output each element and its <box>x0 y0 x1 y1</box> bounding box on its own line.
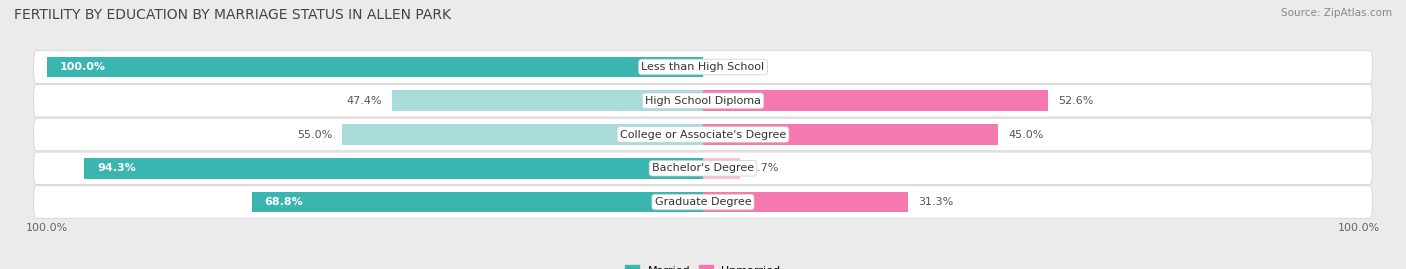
Bar <box>46 56 703 77</box>
FancyBboxPatch shape <box>34 51 1372 83</box>
FancyBboxPatch shape <box>34 84 1372 117</box>
Text: 52.6%: 52.6% <box>1057 96 1094 106</box>
Text: 55.0%: 55.0% <box>297 129 332 140</box>
Text: 68.8%: 68.8% <box>264 197 304 207</box>
Text: 100.0%: 100.0% <box>60 62 105 72</box>
Bar <box>392 90 703 111</box>
Bar <box>703 192 908 213</box>
Text: FERTILITY BY EDUCATION BY MARRIAGE STATUS IN ALLEN PARK: FERTILITY BY EDUCATION BY MARRIAGE STATU… <box>14 8 451 22</box>
Bar <box>703 90 1047 111</box>
Bar <box>252 192 703 213</box>
Text: Source: ZipAtlas.com: Source: ZipAtlas.com <box>1281 8 1392 18</box>
Bar <box>84 158 703 179</box>
Text: High School Diploma: High School Diploma <box>645 96 761 106</box>
FancyBboxPatch shape <box>34 186 1372 218</box>
FancyBboxPatch shape <box>34 118 1372 151</box>
Bar <box>703 124 998 145</box>
Text: College or Associate's Degree: College or Associate's Degree <box>620 129 786 140</box>
Text: 5.7%: 5.7% <box>751 163 779 173</box>
Text: 45.0%: 45.0% <box>1008 129 1043 140</box>
Text: 47.4%: 47.4% <box>346 96 382 106</box>
Text: Graduate Degree: Graduate Degree <box>655 197 751 207</box>
FancyBboxPatch shape <box>34 152 1372 185</box>
Text: Bachelor's Degree: Bachelor's Degree <box>652 163 754 173</box>
Legend: Married, Unmarried: Married, Unmarried <box>621 261 785 269</box>
Bar <box>703 158 741 179</box>
Text: Less than High School: Less than High School <box>641 62 765 72</box>
Text: 94.3%: 94.3% <box>97 163 136 173</box>
Bar <box>342 124 703 145</box>
Text: 31.3%: 31.3% <box>918 197 953 207</box>
Text: 0.0%: 0.0% <box>713 62 741 72</box>
